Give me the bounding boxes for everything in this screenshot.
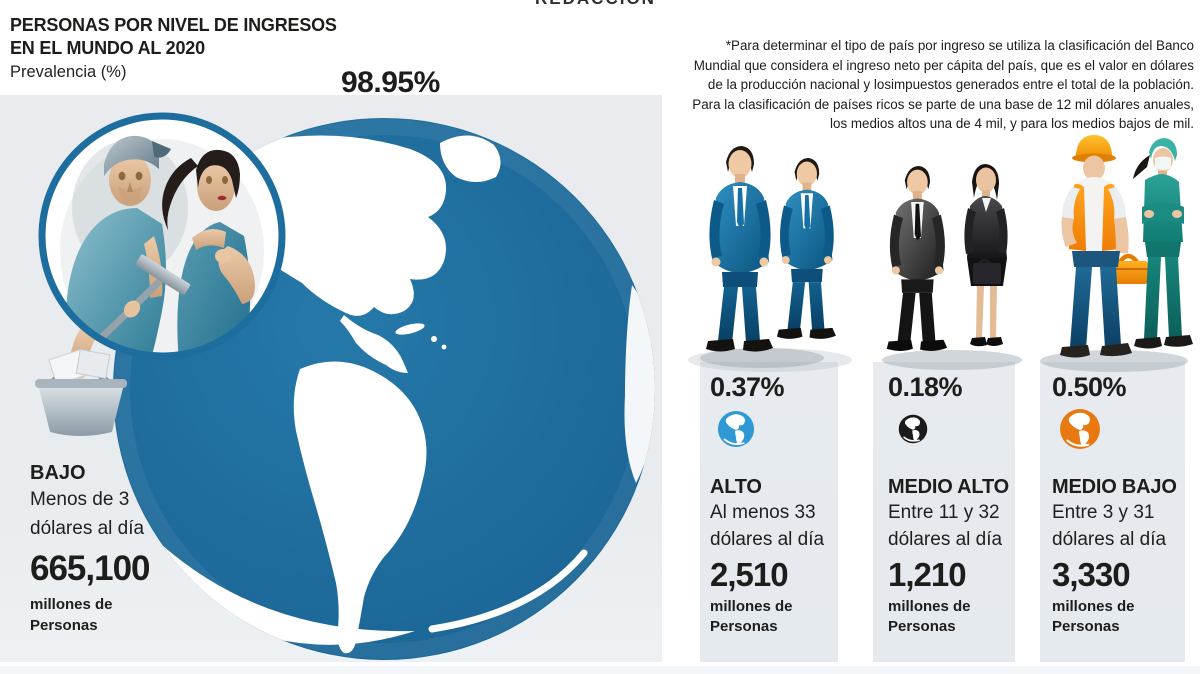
bajo-range-line1: Menos de 3 [30, 489, 130, 510]
bajo-stat-block: BAJO Menos de 3 dólares al día 665,100 m… [30, 462, 240, 636]
page-title-line1: PERSONAS POR NIVEL DE INGRESOS [10, 15, 337, 35]
medio-alto-range-line2: dólares al día [888, 529, 1003, 550]
businessman-1 [706, 146, 773, 352]
bajo-workers-illustration [35, 112, 286, 436]
medio-alto-percent: 0.18% [888, 372, 963, 402]
cuba [395, 323, 425, 335]
medio-bajo-column-background [1040, 362, 1185, 662]
medio-alto-column-background [873, 362, 1015, 662]
bajo-name: BAJO [30, 462, 86, 484]
bucket-and-arm [35, 326, 127, 436]
medio-alto-globe-icon [888, 404, 1038, 462]
medio-alto-name: MEDIO ALTO [888, 476, 1009, 498]
globe-icon [1060, 409, 1100, 449]
south-america [293, 361, 427, 654]
alto-percent: 0.37% [710, 372, 785, 402]
alto-stat-block: 0.37% ALTO Al menos 33 dólares al día 2,… [710, 372, 860, 637]
page-title-line2: EN EL MUNDO AL 2020 [10, 38, 205, 58]
globe-icon [717, 410, 755, 448]
nurse [1133, 138, 1193, 349]
medio-bajo-people-illustration [1040, 135, 1193, 372]
central-america [340, 315, 408, 373]
bajo-range-line2: dólares al día [30, 518, 145, 539]
alto-range-line1: Al menos 33 [710, 502, 816, 523]
medio-bajo-range-line1: Entre 3 y 31 [1052, 502, 1155, 523]
medio-bajo-globe-icon [1052, 404, 1200, 462]
bajo-unit: millones de Personas [30, 596, 113, 634]
inset-circle-border [38, 112, 286, 360]
page-title: PERSONAS POR NIVEL DE INGRESOS EN EL MUN… [10, 14, 337, 60]
bottom-edge-bar [0, 666, 1200, 674]
construction-worker [1060, 135, 1148, 358]
alto-column-background [700, 362, 838, 662]
medio-bajo-value: 3,330 [1052, 556, 1131, 593]
medio-alto-range-line1: Entre 11 y 32 [888, 502, 1000, 523]
alto-value: 2,510 [710, 556, 789, 593]
medio-alto-unit: millones de Personas [888, 598, 971, 635]
bajo-value: 665,100 [30, 549, 151, 588]
medio-alto-value: 1,210 [888, 556, 967, 593]
alto-range-line2: dólares al día [710, 529, 825, 550]
businesswoman [964, 164, 1008, 347]
world-percent-label: 98.95% [341, 66, 440, 99]
medio-alto-people-illustration [882, 164, 1022, 370]
medio-bajo-unit: millones de Personas [1052, 598, 1135, 635]
medio-bajo-stat-block: 0.50% MEDIO BAJO Entre 3 y 31 dólares al… [1052, 372, 1200, 637]
alto-globe-icon [710, 404, 860, 462]
gray-suit-man [886, 166, 948, 352]
masthead-label: REDACCIÓN [535, 0, 656, 9]
medio-alto-stat-block: 0.18% MEDIO ALTO Entre 11 y 32 dólares a… [888, 372, 1038, 637]
globe-icon [898, 414, 928, 444]
poor-man-figure [65, 135, 171, 356]
alto-name: ALTO [710, 476, 762, 498]
squeegee-tool [91, 254, 191, 348]
page-subtitle: Prevalencia (%) [10, 63, 127, 81]
medio-bajo-range-line2: dólares al día [1052, 529, 1167, 550]
medio-bajo-name: MEDIO BAJO [1052, 476, 1177, 498]
greenland [440, 135, 501, 182]
alto-unit: millones de Personas [710, 598, 793, 635]
businessman-2 [776, 158, 836, 339]
alto-businessmen-illustration [688, 146, 852, 372]
medio-bajo-percent: 0.50% [1052, 372, 1127, 402]
methodology-footnote: *Para determinar el tipo de país por ing… [692, 38, 1194, 132]
